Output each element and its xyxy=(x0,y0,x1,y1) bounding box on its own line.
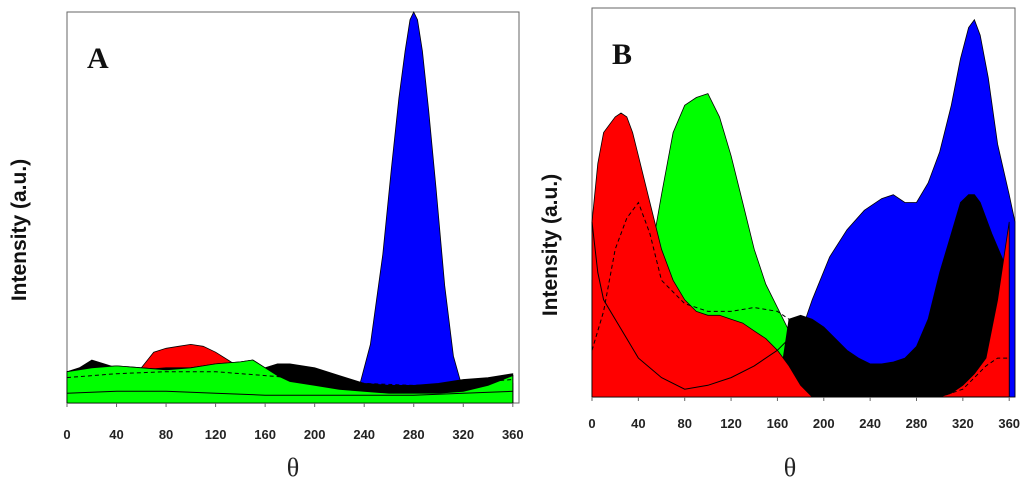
x-tick-label-280: 280 xyxy=(906,416,928,431)
x-tick-label-280: 280 xyxy=(403,427,425,442)
x-tick-label-360: 360 xyxy=(502,427,524,442)
panel-b-x-ticks: 0 40 80 120 160 200 240 280 320 360 xyxy=(588,397,1020,431)
x-tick-label-240: 240 xyxy=(859,416,881,431)
x-tick-label-80: 80 xyxy=(159,427,173,442)
panel-a-x-ticks: 0 40 80 120 160 200 240 280 320 360 xyxy=(63,403,524,442)
x-tick-label-320: 320 xyxy=(452,427,474,442)
panel-a: 0 40 80 120 160 200 240 280 320 360 A θ Intensity… xyxy=(8,11,524,482)
panel-a-x-axis-label: θ xyxy=(287,453,299,482)
x-tick-label-80: 80 xyxy=(677,416,691,431)
x-tick-label-200: 200 xyxy=(304,427,326,442)
series-blue-filled-1 xyxy=(67,11,513,404)
series-black-thin-6 xyxy=(66,390,513,396)
series-red-filled-3 xyxy=(591,112,1010,398)
x-tick-label-40: 40 xyxy=(631,416,645,431)
x-tick-label-120: 120 xyxy=(720,416,742,431)
panel-b: 0 40 80 120 160 200 240 280 320 360 B θ Intensity… xyxy=(539,7,1020,482)
panel-a-series xyxy=(66,11,514,404)
panel-b-y-axis-label: Intensity (a.u.) xyxy=(539,174,562,316)
series-black-dashed-4 xyxy=(591,201,1010,398)
panel-b-x-axis-label: θ xyxy=(784,453,796,482)
series-black-filled-2 xyxy=(592,194,1010,398)
series-black-thin-5 xyxy=(591,221,1010,398)
x-tick-label-160: 160 xyxy=(254,427,276,442)
x-tick-label-160: 160 xyxy=(767,416,789,431)
x-tick-label-200: 200 xyxy=(813,416,835,431)
series-black-dashed-5 xyxy=(66,371,513,386)
x-tick-label-0: 0 xyxy=(63,427,70,442)
x-tick-label-0: 0 xyxy=(588,416,595,431)
x-tick-label-40: 40 xyxy=(109,427,123,442)
x-tick-label-360: 360 xyxy=(998,416,1020,431)
panel-b-letter: B xyxy=(612,38,632,71)
x-tick-label-240: 240 xyxy=(353,427,375,442)
panel-a-letter: A xyxy=(87,42,109,75)
panel-a-y-axis-label: Intensity (a.u.) xyxy=(8,159,31,301)
series-blue-filled-0 xyxy=(592,18,1016,398)
x-tick-label-320: 320 xyxy=(952,416,974,431)
panel-b-series xyxy=(591,18,1016,398)
x-tick-label-120: 120 xyxy=(205,427,227,442)
